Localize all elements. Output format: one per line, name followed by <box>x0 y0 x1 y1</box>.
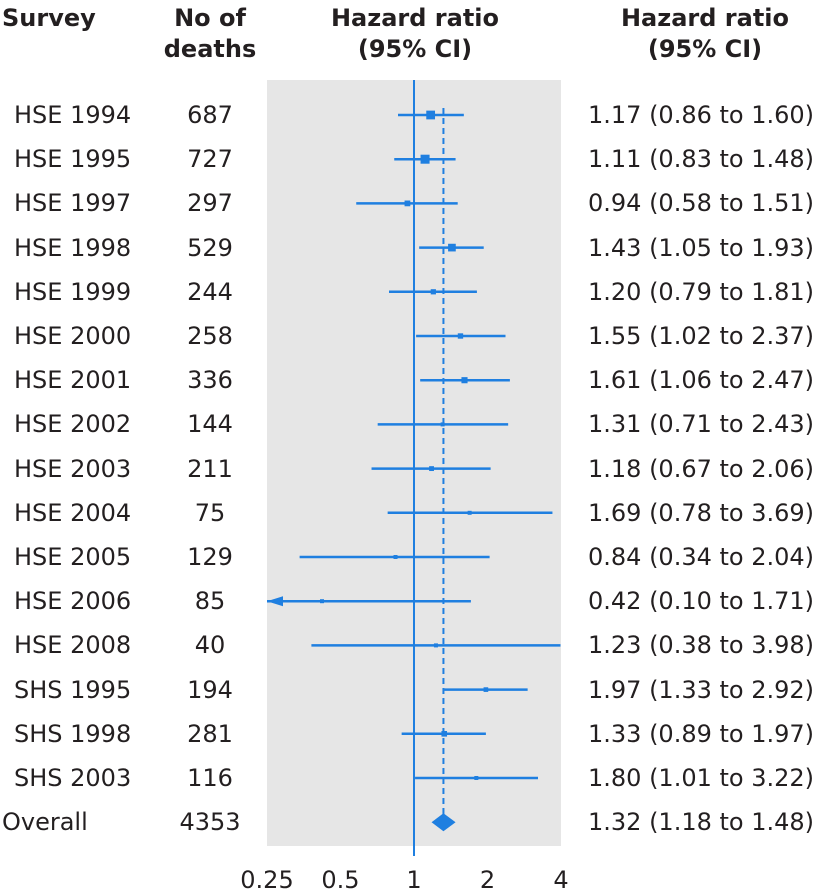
deaths-count: 144 <box>187 410 233 439</box>
header-hazard-ratio-ci: Hazard ratio (95% CI) <box>590 3 820 65</box>
hr-ci-label: 1.55 (1.02 to 2.37) <box>588 322 815 350</box>
point-estimate <box>433 643 438 648</box>
point-estimate <box>474 776 479 780</box>
hr-ci-label: 1.61 (1.06 to 2.47) <box>588 366 815 395</box>
header-survey: Survey <box>2 3 96 34</box>
survey-label: SHS 1995 <box>14 675 132 704</box>
deaths-count: 211 <box>187 454 233 483</box>
point-estimate <box>430 289 436 295</box>
header-hazard-ratio-plot: Hazard ratio (95% CI) <box>280 3 550 65</box>
hr-ci-label: 0.84 (0.34 to 2.04) <box>588 543 815 571</box>
x-tick-label: 1 <box>406 866 422 894</box>
deaths-count: 116 <box>187 764 233 792</box>
hr-ci-label: 1.69 (0.78 to 3.69) <box>588 498 815 527</box>
survey-label: HSE 2008 <box>14 631 132 660</box>
survey-label: HSE 2006 <box>14 587 132 616</box>
header-deaths-line2: deaths <box>163 35 257 63</box>
deaths-count: 281 <box>187 719 233 748</box>
survey-label: SHS 1998 <box>14 719 132 748</box>
header-survey-label: Survey <box>2 4 96 32</box>
hr-ci-label: 0.94 (0.58 to 1.51) <box>588 189 815 218</box>
point-estimate <box>467 510 472 515</box>
deaths-count: 244 <box>187 277 233 306</box>
survey-label: HSE 1997 <box>14 189 132 218</box>
deaths-count: 258 <box>187 322 233 350</box>
hr-ci-label: 1.80 (1.01 to 3.22) <box>588 764 815 792</box>
deaths-count: 297 <box>187 189 233 218</box>
point-estimate <box>404 200 411 207</box>
overall-label: Overall <box>2 808 88 837</box>
deaths-count: 40 <box>194 631 226 660</box>
deaths-count: 687 <box>187 101 233 129</box>
survey-label: HSE 2001 <box>14 366 132 395</box>
point-estimate <box>448 243 456 252</box>
hr-ci-label: 1.17 (0.86 to 1.60) <box>588 101 815 129</box>
deaths-count: 194 <box>187 675 233 704</box>
hr-ci-label: 1.11 (0.83 to 1.48) <box>588 145 815 174</box>
survey-label: HSE 2002 <box>14 410 132 439</box>
point-estimate <box>320 599 325 604</box>
hr-ci-label: 1.43 (1.05 to 1.93) <box>588 233 815 262</box>
survey-label: HSE 2000 <box>14 322 132 350</box>
survey-label: HSE 2004 <box>14 498 132 527</box>
survey-label: HSE 1999 <box>14 277 132 306</box>
point-estimate <box>440 422 445 427</box>
hr-ci-label: 1.23 (0.38 to 3.98) <box>588 631 815 660</box>
hr-ci-label: 1.18 (0.67 to 2.06) <box>588 454 815 483</box>
overall-deaths: 4353 <box>179 808 241 837</box>
hr-ci-label: 0.42 (0.10 to 1.71) <box>588 587 815 616</box>
x-tick-label: 2 <box>479 866 496 894</box>
deaths-count: 529 <box>187 233 233 262</box>
header-deaths-line1: No of <box>174 4 246 32</box>
overall-hr-ci-label: 1.32 (1.18 to 1.48) <box>588 808 815 837</box>
deaths-count: 727 <box>187 145 233 174</box>
point-estimate <box>429 466 434 472</box>
survey-label: HSE 1998 <box>14 233 132 262</box>
overall-diamond <box>431 813 456 832</box>
deaths-count: 75 <box>194 498 226 527</box>
hr-ci-label: 1.97 (1.33 to 2.92) <box>588 675 815 704</box>
ci-arrow-left <box>267 596 283 607</box>
header-deaths: No of deaths <box>150 3 270 65</box>
hr-ci-label: 1.33 (0.89 to 1.97) <box>588 719 815 748</box>
header-hr-line2: (95% CI) <box>357 35 473 63</box>
survey-label: HSE 2003 <box>14 454 132 483</box>
point-estimate <box>483 687 489 692</box>
survey-label: SHS 2003 <box>14 764 132 792</box>
point-estimate <box>420 154 430 164</box>
point-estimate <box>393 555 398 559</box>
point-estimate <box>461 377 468 384</box>
header-hr-line1: Hazard ratio <box>330 4 500 32</box>
hr-ci-label: 1.20 (0.79 to 1.81) <box>588 277 815 306</box>
survey-label: HSE 1994 <box>14 101 132 129</box>
deaths-count: 85 <box>194 587 226 616</box>
x-tick-label: 4 <box>553 866 569 894</box>
header-hrci-line1: Hazard ratio <box>620 4 790 32</box>
x-tick-label: 0.5 <box>321 866 360 894</box>
deaths-count: 336 <box>187 366 233 395</box>
header-hrci-line2: (95% CI) <box>647 35 763 63</box>
survey-label: HSE 1995 <box>14 145 132 174</box>
hr-ci-label: 1.31 (0.71 to 2.43) <box>588 410 815 439</box>
survey-label: HSE 2005 <box>14 543 132 571</box>
point-estimate <box>457 333 464 339</box>
point-estimate <box>426 110 436 120</box>
deaths-count: 129 <box>187 543 233 571</box>
point-estimate <box>441 731 448 737</box>
x-tick-label: 0.25 <box>240 866 294 894</box>
